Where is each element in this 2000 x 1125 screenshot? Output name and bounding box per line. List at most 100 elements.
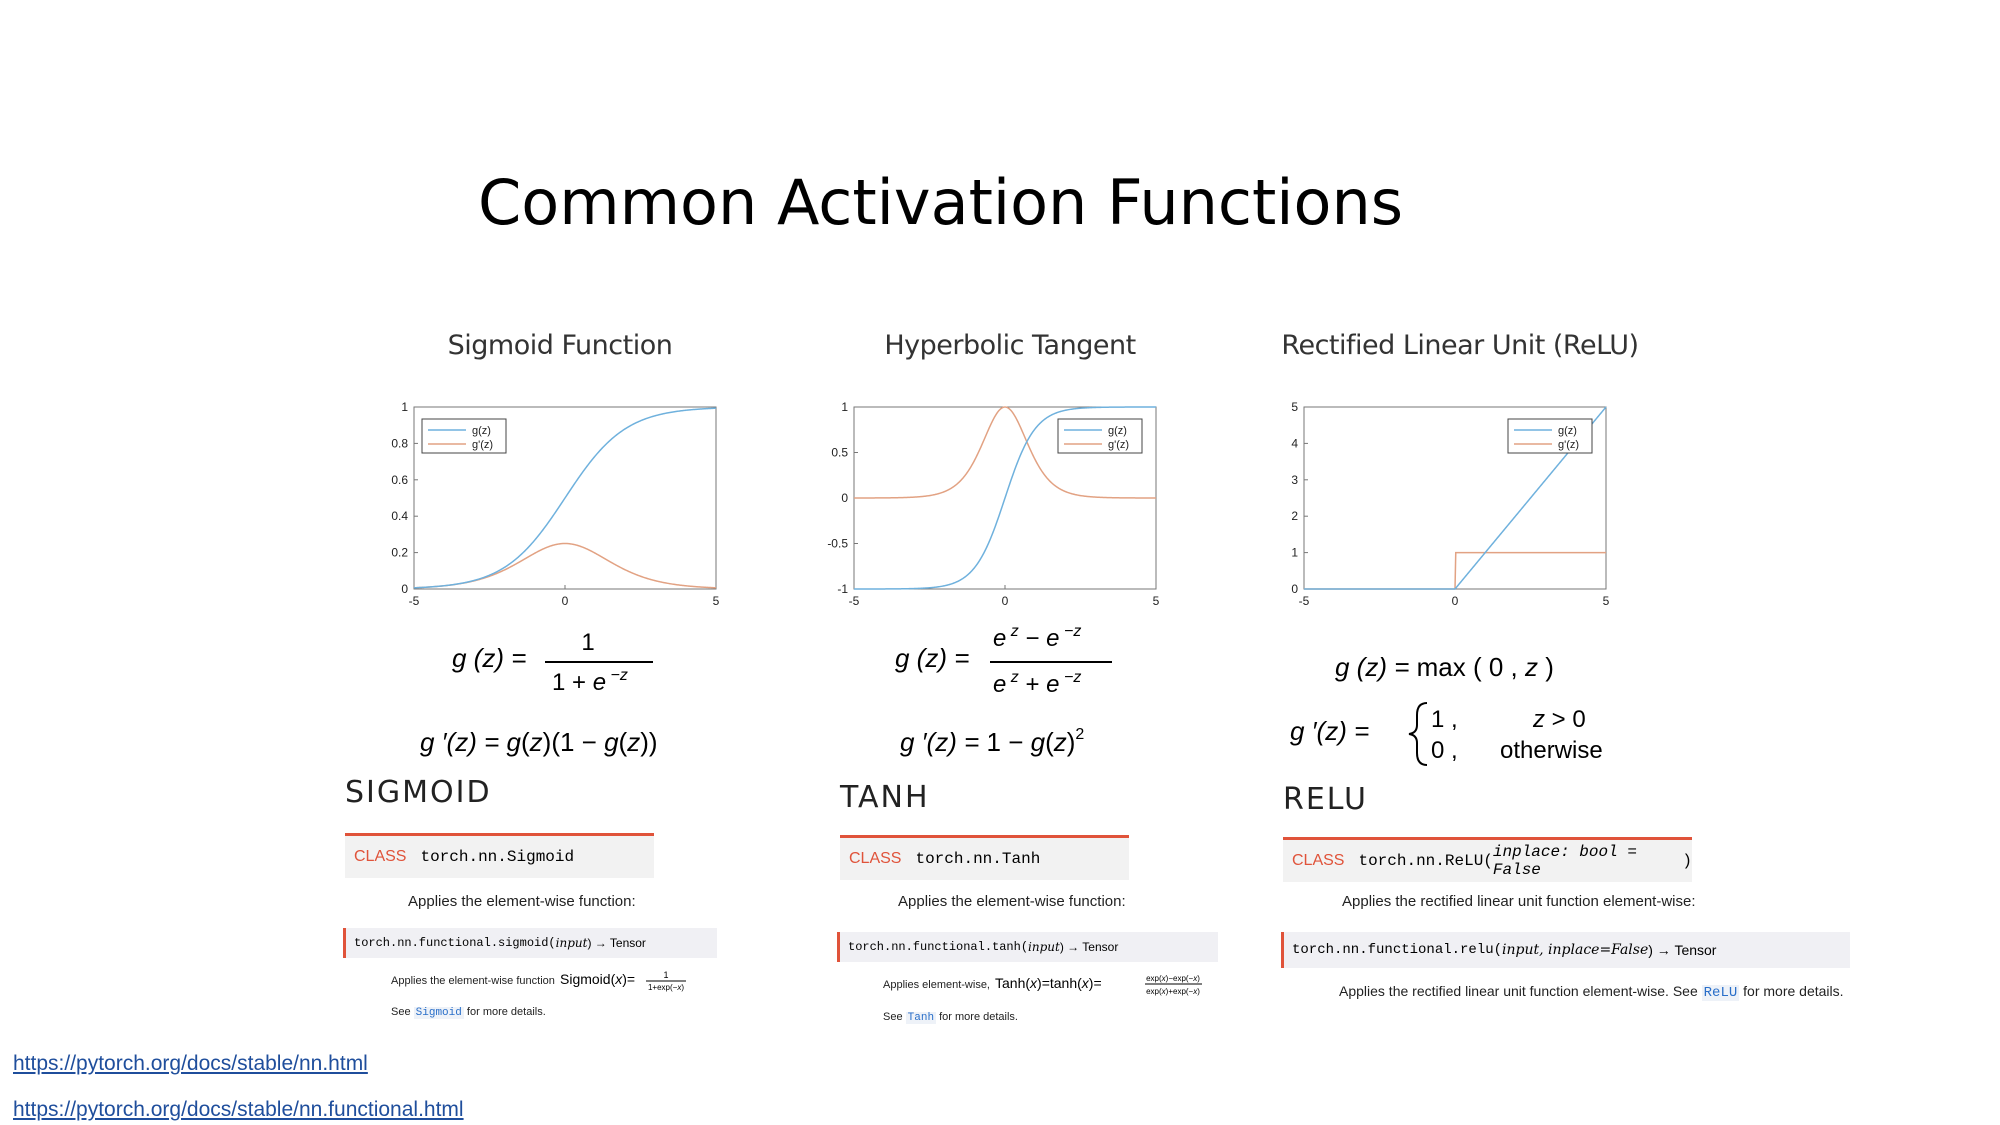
g-curve: [413, 407, 717, 589]
slide-title: Common Activation Functions: [478, 166, 1404, 239]
gprime-curve: [854, 406, 1156, 499]
tanh-class-box: CLASS torch.nn.Tanh: [840, 835, 1129, 880]
legend-label: g(z): [1558, 425, 1577, 437]
svg-text:e z + e −z: e z + e −z: [993, 669, 1081, 698]
svg-text:0 ,: 0 ,: [1431, 737, 1458, 764]
tanh-applies-text: Applies the element-wise function:: [898, 893, 1126, 910]
function-return: ) → Tensor: [1059, 940, 1119, 954]
y-tick-label: 0.8: [391, 436, 408, 450]
see-tail: for more details.: [466, 1006, 546, 1018]
function-description-text: Applies the element-wise function: [391, 974, 555, 987]
legend-label: g'(z): [1108, 439, 1129, 451]
see-label: See: [883, 1011, 903, 1023]
y-tick-label: 0.6: [391, 473, 408, 487]
sigmoid-plot: 10.80.60.40.20-5 0 5g(z)g'(z): [391, 400, 720, 608]
relu-section-heading: RELU: [1283, 782, 1368, 817]
sigmoid-formula: g (z) = 1 1 + e −z: [452, 629, 653, 696]
tanh-link[interactable]: Tanh: [905, 1012, 937, 1024]
see-tail: for more details.: [939, 1011, 1018, 1023]
function-signature[interactable]: torch.nn.functional.tanh(: [848, 940, 1029, 954]
relu-function-box: torch.nn.functional.relu(input, inplace=…: [1281, 932, 1850, 968]
svg-text:1: 1: [581, 629, 594, 656]
svg-text:1: 1: [663, 970, 668, 980]
function-description-text: Applies element-wise,: [883, 978, 990, 991]
see-tail: for more details.: [1743, 983, 1844, 999]
svg-text:1+exp(−x): 1+exp(−x): [648, 983, 684, 992]
svg-text:otherwise: otherwise: [1500, 737, 1603, 764]
y-tick-label: 3: [1291, 473, 1298, 487]
nn-functional-docs-link[interactable]: https://pytorch.org/docs/stable/nn.funct…: [13, 1098, 464, 1121]
legend-label: g(z): [1108, 425, 1127, 437]
sigmoid-applies-text: Applies the element-wise function:: [408, 893, 636, 910]
svg-text:1 + e −z: 1 + e −z: [552, 667, 628, 696]
y-tick-label: 1: [841, 400, 848, 414]
legend-label: g(z): [472, 425, 491, 437]
sigmoid-class-box: CLASS torch.nn.Sigmoid: [345, 833, 654, 878]
tanh-inline-formula: Tanh(x)=tanh(x)= exp(x)−exp(−x) exp(x)+e…: [995, 974, 1203, 996]
sigmoid-function-description: Applies the element-wise function Sigmoi…: [391, 968, 698, 994]
class-signature[interactable]: torch.nn.ReLU(: [1358, 852, 1493, 870]
function-return: ) → Tensor: [587, 936, 646, 950]
svg-text:g ′(z) = 1 − g(z)2: g ′(z) = 1 − g(z)2: [900, 726, 1084, 757]
legend-box: [1507, 418, 1593, 454]
svg-text:Tanh(x)=tanh(x)=: Tanh(x)=tanh(x)=: [995, 975, 1102, 991]
y-tick-label: -1: [837, 582, 848, 596]
nn-docs-link[interactable]: https://pytorch.org/docs/stable/nn.html: [13, 1052, 368, 1075]
sigmoid-function-box: torch.nn.functional.sigmoid(input) → Ten…: [343, 928, 717, 958]
sigmoid-link[interactable]: Sigmoid: [413, 1007, 464, 1019]
y-tick-label: 0.5: [831, 446, 848, 460]
y-tick-label: 0.4: [391, 509, 408, 523]
y-tick-label: 1: [401, 400, 408, 414]
x-tick-label: -5: [1299, 594, 1310, 608]
class-signature[interactable]: torch.nn.Tanh: [915, 850, 1041, 868]
tanh-formula: g (z) = e z − e −z e z + e −z: [895, 623, 1112, 698]
legend-label: g'(z): [472, 439, 493, 451]
tanh-derivative-formula: g ′(z) = 1 − g(z)2: [900, 726, 1084, 757]
x-tick-label: 0: [1452, 594, 1459, 608]
function-description-text: Applies the rectified linear unit functi…: [1339, 983, 1698, 999]
g-curve: [854, 406, 1156, 590]
class-signature[interactable]: torch.nn.Sigmoid: [420, 848, 575, 866]
svg-text:exp(x)−exp(−x): exp(x)−exp(−x): [1146, 974, 1200, 983]
svg-text:1 ,: 1 ,: [1431, 706, 1458, 733]
class-keyword: CLASS: [354, 848, 407, 865]
svg-text:g ′(z) = g(z)(1 − g(z)): g ′(z) = g(z)(1 − g(z)): [420, 727, 658, 757]
sigmoid-plot-title: Sigmoid Function: [447, 330, 673, 361]
function-signature[interactable]: torch.nn.functional.sigmoid(: [354, 936, 556, 950]
g-curve: [1304, 406, 1607, 590]
class-keyword: CLASS: [849, 850, 902, 867]
x-tick-label: 5: [1603, 594, 1610, 608]
x-tick-label: -5: [409, 594, 420, 608]
relu-derivative-formula: g ′(z) = 1 , 0 , z > 0 otherwise: [1290, 702, 1603, 766]
x-tick-label: 0: [562, 594, 569, 608]
svg-text:g (z) =: g (z) =: [452, 643, 526, 673]
function-argument: input: [555, 936, 588, 950]
relu-class-box: CLASS torch.nn.ReLU(inplace: bool = Fals…: [1283, 837, 1692, 882]
x-tick-label: 5: [713, 594, 720, 608]
relu-link[interactable]: ReLU: [1701, 985, 1740, 1001]
y-tick-label: -0.5: [827, 537, 848, 551]
svg-text:g (z) =: g (z) =: [895, 643, 969, 673]
function-argument: input: [1028, 940, 1060, 954]
tanh-see-line: See Tanh for more details.: [883, 1011, 1018, 1024]
class-argument: inplace: bool = False: [1492, 843, 1637, 879]
see-label: See: [391, 1006, 411, 1018]
sigmoid-derivative-formula: g ′(z) = g(z)(1 − g(z)): [420, 727, 658, 757]
tanh-plot-title: Hyperbolic Tangent: [884, 330, 1136, 361]
x-tick-label: -5: [849, 594, 860, 608]
y-tick-label: 5: [1291, 400, 1298, 414]
relu-applies-text: Applies the rectified linear unit functi…: [1342, 893, 1696, 910]
y-tick-label: 0: [1291, 582, 1298, 596]
relu-formula: g (z) = max ( 0 , z ): [1335, 652, 1554, 682]
svg-text:z > 0: z > 0: [1532, 706, 1586, 733]
svg-text:g (z) = max ( 0 , z ): g (z) = max ( 0 , z ): [1335, 652, 1554, 682]
svg-text:exp(x)+exp(−x): exp(x)+exp(−x): [1146, 987, 1200, 996]
function-signature[interactable]: torch.nn.functional.relu(: [1292, 942, 1503, 958]
svg-text:g ′(z) =: g ′(z) =: [1290, 716, 1369, 746]
y-tick-label: 1: [1291, 546, 1298, 560]
x-tick-label: 5: [1153, 594, 1160, 608]
y-tick-label: 2: [1291, 509, 1298, 523]
relu-function-description: Applies the rectified linear unit functi…: [1339, 983, 1844, 1001]
sigmoid-see-line: See Sigmoid for more details.: [391, 1006, 546, 1019]
sigmoid-inline-formula: Sigmoid(x)= 1 1+exp(−x): [560, 970, 686, 992]
